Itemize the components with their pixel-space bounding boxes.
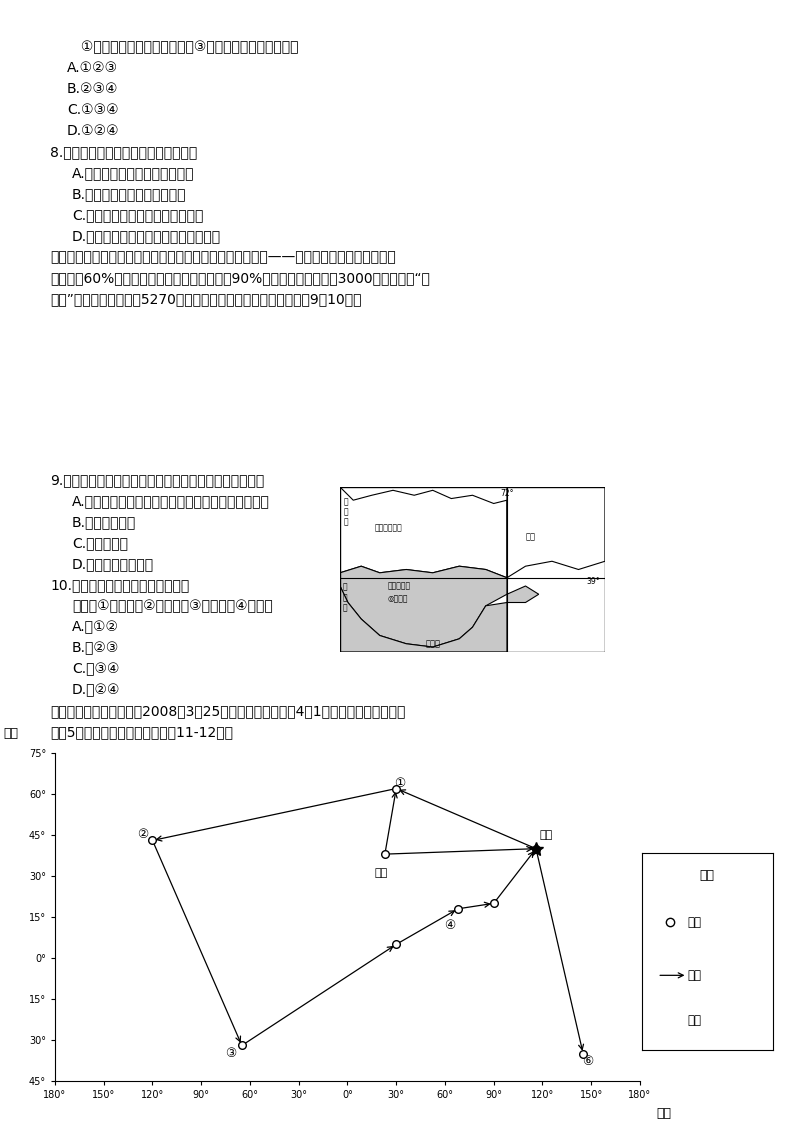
Text: A.　①②: A. ①② [72, 620, 119, 634]
Text: 传递: 传递 [688, 969, 701, 982]
Polygon shape [340, 487, 507, 577]
Text: ③: ③ [225, 1047, 236, 1060]
Text: B.②③④: B.②③④ [67, 82, 118, 95]
Text: 39°: 39° [586, 576, 599, 585]
Text: D.　有很多大河流经: D. 有很多大河流经 [72, 557, 154, 570]
Text: 雅典: 雅典 [375, 868, 388, 878]
Text: C.①③④: C.①③④ [67, 103, 118, 117]
Text: 72°: 72° [500, 490, 514, 499]
Text: A.①②③: A.①②③ [67, 61, 118, 75]
Text: ②: ② [137, 829, 148, 841]
Text: 经度: 经度 [656, 1107, 671, 1121]
Polygon shape [340, 586, 507, 652]
Text: C.　纬度较低: C. 纬度较低 [72, 536, 128, 550]
Text: A.　境内多山地和高原，高山冰雪融水和山地降水多: A. 境内多山地和高原，高山冰雪融水和山地降水多 [72, 494, 270, 508]
Text: 北京: 北京 [539, 831, 553, 840]
Text: 在帕米尔高原的那一边，有着中亚唯一的内陆高山国家——塔吉克斯坦。该国拥有整个: 在帕米尔高原的那一边，有着中亚唯一的内陆高山国家——塔吉克斯坦。该国拥有整个 [50, 250, 395, 264]
Text: 方向: 方向 [688, 1014, 701, 1028]
Text: 图例: 图例 [700, 869, 715, 883]
Text: 吉尔吉斯斯坦: 吉尔吉斯斯坦 [375, 523, 403, 532]
Text: ①: ① [394, 777, 405, 789]
Text: 纬度: 纬度 [4, 727, 18, 740]
Text: A.西部沿海地区，冬季降水较多: A.西部沿海地区，冬季降水较多 [72, 166, 195, 180]
Text: 塔吉克斯坦: 塔吉克斯坦 [387, 582, 410, 591]
Text: B.　②③: B. ②③ [72, 641, 119, 655]
Text: D.工业落后主要是因为石油等矿产贫乏: D.工业落后主要是因为石油等矿产贫乏 [72, 229, 221, 243]
Text: 递，5月传回国内。读下图，完我11-12题。: 递，5月传回国内。读下图，完我11-12题。 [50, 725, 233, 739]
Text: 中国: 中国 [526, 532, 535, 541]
Text: ①太平洋　②大西洋　③印度洋　④北冒洋: ①太平洋 ②大西洋 ③印度洋 ④北冒洋 [72, 599, 273, 613]
Text: ◎杜尚别: ◎杜尚别 [387, 595, 408, 604]
Text: 阿富汗: 阿富汗 [426, 640, 440, 649]
Text: B.　离海洋较近: B. 离海洋较近 [72, 515, 137, 529]
Text: 乌
兹
别: 乌 兹 别 [344, 496, 349, 527]
Text: D.①②④: D.①②④ [67, 124, 120, 138]
Polygon shape [507, 586, 539, 603]
Text: 城市: 城市 [688, 915, 701, 929]
Text: 8.关于该国的叙述，正确的是（　　）: 8.关于该国的叙述，正确的是（ ） [50, 145, 197, 159]
Polygon shape [507, 487, 605, 577]
Text: B.河流落差大，水能资源丰富: B.河流落差大，水能资源丰富 [72, 188, 187, 201]
Text: 北京奥运会火炬将于2008年3月25日在雅典采集火种，4月1日从北京出发在全球传: 北京奥运会火炬将于2008年3月25日在雅典采集火种，4月1日从北京出发在全球传 [50, 704, 406, 718]
Text: ①人口众多，劳动力丰富　　③距海近，便于棉花的出口: ①人口众多，劳动力丰富 ③距海近，便于棉花的出口 [67, 40, 299, 54]
Polygon shape [340, 566, 507, 647]
Text: ④: ④ [445, 919, 456, 932]
Text: 山国”之称。水能蔻藏量5270亿立方米，居世界第八位。据此回筀9～10题。: 山国”之称。水能蔻藏量5270亿立方米，居世界第八位。据此回筀9～10题。 [50, 292, 361, 305]
Text: 9.塔吉克斯坦成为中亚地区水资源最丰富的国家，原因是: 9.塔吉克斯坦成为中亚地区水资源最丰富的国家，原因是 [50, 473, 264, 487]
Text: C.人口密度东部地区大于西部地区: C.人口密度东部地区大于西部地区 [72, 208, 203, 222]
Text: D.　②④: D. ②④ [72, 683, 121, 697]
Text: 克
斯
坦: 克 斯 坦 [343, 583, 347, 612]
Text: 中亚地区60%的水资源，境内山地和高原约入90%，其中约一半在海托3000米以上，有“高: 中亚地区60%的水资源，境内山地和高原约入90%，其中约一半在海托3000米以上… [50, 271, 430, 285]
Text: C.　③④: C. ③④ [72, 661, 120, 676]
Text: ⑥: ⑥ [582, 1056, 594, 1068]
Text: 10.中亚地区的降水，水汽主要来自: 10.中亚地区的降水，水汽主要来自 [50, 578, 189, 592]
